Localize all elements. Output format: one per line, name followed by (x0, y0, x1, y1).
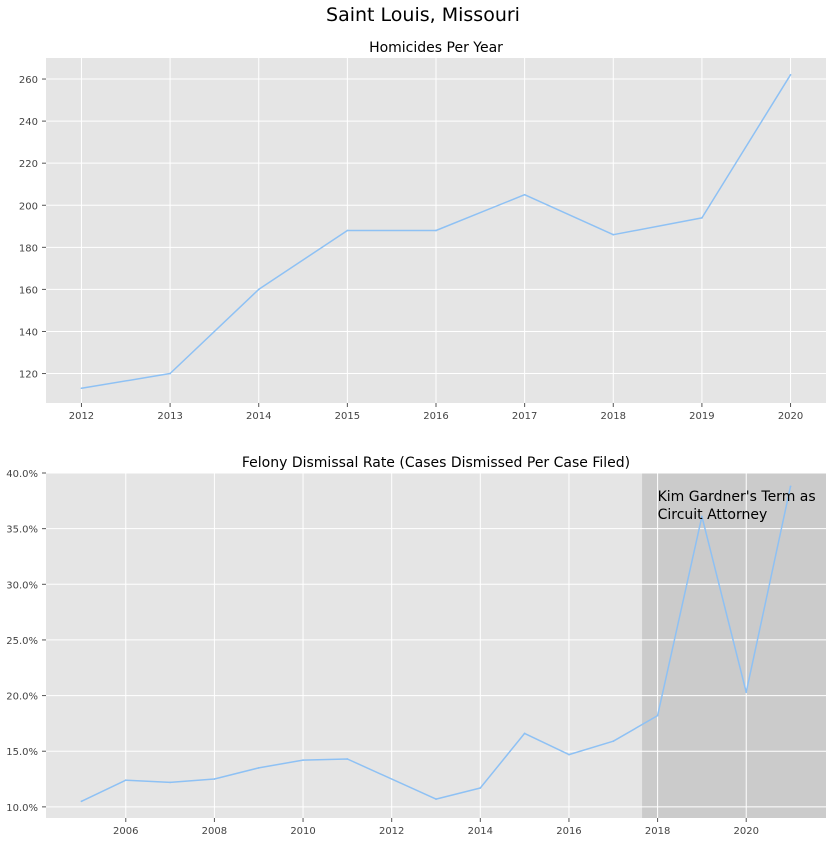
data-point (213, 778, 216, 780)
data-point (656, 714, 659, 717)
chart-title: Felony Dismissal Rate (Cases Dismissed P… (242, 455, 630, 471)
data-point (346, 229, 349, 232)
data-point (701, 216, 703, 219)
data-point (568, 753, 570, 756)
chart-title: Homicides Per Year (369, 40, 503, 56)
y-tick-label: 160 (19, 285, 38, 296)
x-tick-label: 2010 (290, 826, 315, 837)
x-tick-label: 2015 (335, 411, 360, 422)
data-point (169, 372, 171, 375)
y-tick-label: 25.0% (6, 636, 38, 647)
figure-title: Saint Louis, Missouri (326, 4, 520, 26)
annotation-line: Kim Gardner's Term as (658, 489, 816, 505)
x-tick-label: 2013 (157, 411, 182, 422)
y-tick-label: 10.0% (6, 803, 38, 814)
data-point (257, 767, 260, 769)
data-point (612, 233, 615, 236)
x-tick-label: 2020 (778, 411, 803, 422)
data-point (302, 759, 304, 762)
data-point (789, 485, 792, 488)
y-tick-label: 20.0% (6, 692, 38, 703)
series-line (81, 486, 792, 802)
y-tick-label: 30.0% (6, 580, 38, 591)
annotation-text: Kim Gardner's Term as Circuit Attorney (658, 489, 816, 523)
data-point (80, 387, 83, 390)
homicides-chart: 2012 2013 2014 2015 2016 2017 2018 2019 2020 120 1… (19, 40, 826, 422)
x-tick-label: 2020 (734, 826, 759, 837)
y-tick-label: 120 (19, 370, 38, 381)
x-tick-label: 2008 (202, 826, 227, 837)
x-tick-label: 2018 (601, 411, 626, 422)
x-tick-label: 2016 (423, 411, 448, 422)
data-point (789, 73, 792, 76)
y-tick-label: 260 (19, 75, 38, 86)
data-point (523, 193, 526, 196)
x-tick-label: 2017 (512, 411, 537, 422)
x-tick-label: 2018 (645, 826, 670, 837)
data-point (612, 740, 615, 743)
x-tick-label: 2014 (246, 411, 271, 422)
y-tick-label: 15.0% (6, 747, 38, 758)
data-point (435, 798, 437, 800)
x-tick-label: 2006 (113, 826, 138, 837)
y-tick-label: 40.0% (6, 469, 38, 480)
y-tick-label: 240 (19, 117, 38, 128)
data-point (745, 691, 748, 694)
data-point (124, 779, 127, 782)
annotation-line: Circuit Attorney (658, 507, 768, 523)
x-tick-label: 2014 (468, 826, 493, 837)
y-tick-label: 220 (19, 159, 38, 170)
data-point (169, 781, 171, 784)
x-tick-label: 2012 (69, 411, 94, 422)
data-point (80, 800, 83, 803)
y-tick-label: 180 (19, 243, 38, 254)
y-tick-label: 200 (19, 201, 38, 212)
data-point (435, 229, 437, 232)
x-tick-label: 2016 (556, 826, 581, 837)
data-point (479, 787, 482, 789)
data-point (346, 758, 349, 760)
data-point (257, 288, 260, 291)
x-tick-label: 2012 (379, 826, 404, 837)
y-tick-label: 140 (19, 327, 38, 338)
dismissal-rate-chart: 2006 2008 2010 2012 2014 2016 2018 2020 10.0% 15.… (6, 455, 826, 837)
data-point (523, 732, 526, 735)
x-tick-label: 2019 (689, 411, 714, 422)
data-point (701, 515, 703, 518)
y-tick-label: 35.0% (6, 525, 38, 536)
